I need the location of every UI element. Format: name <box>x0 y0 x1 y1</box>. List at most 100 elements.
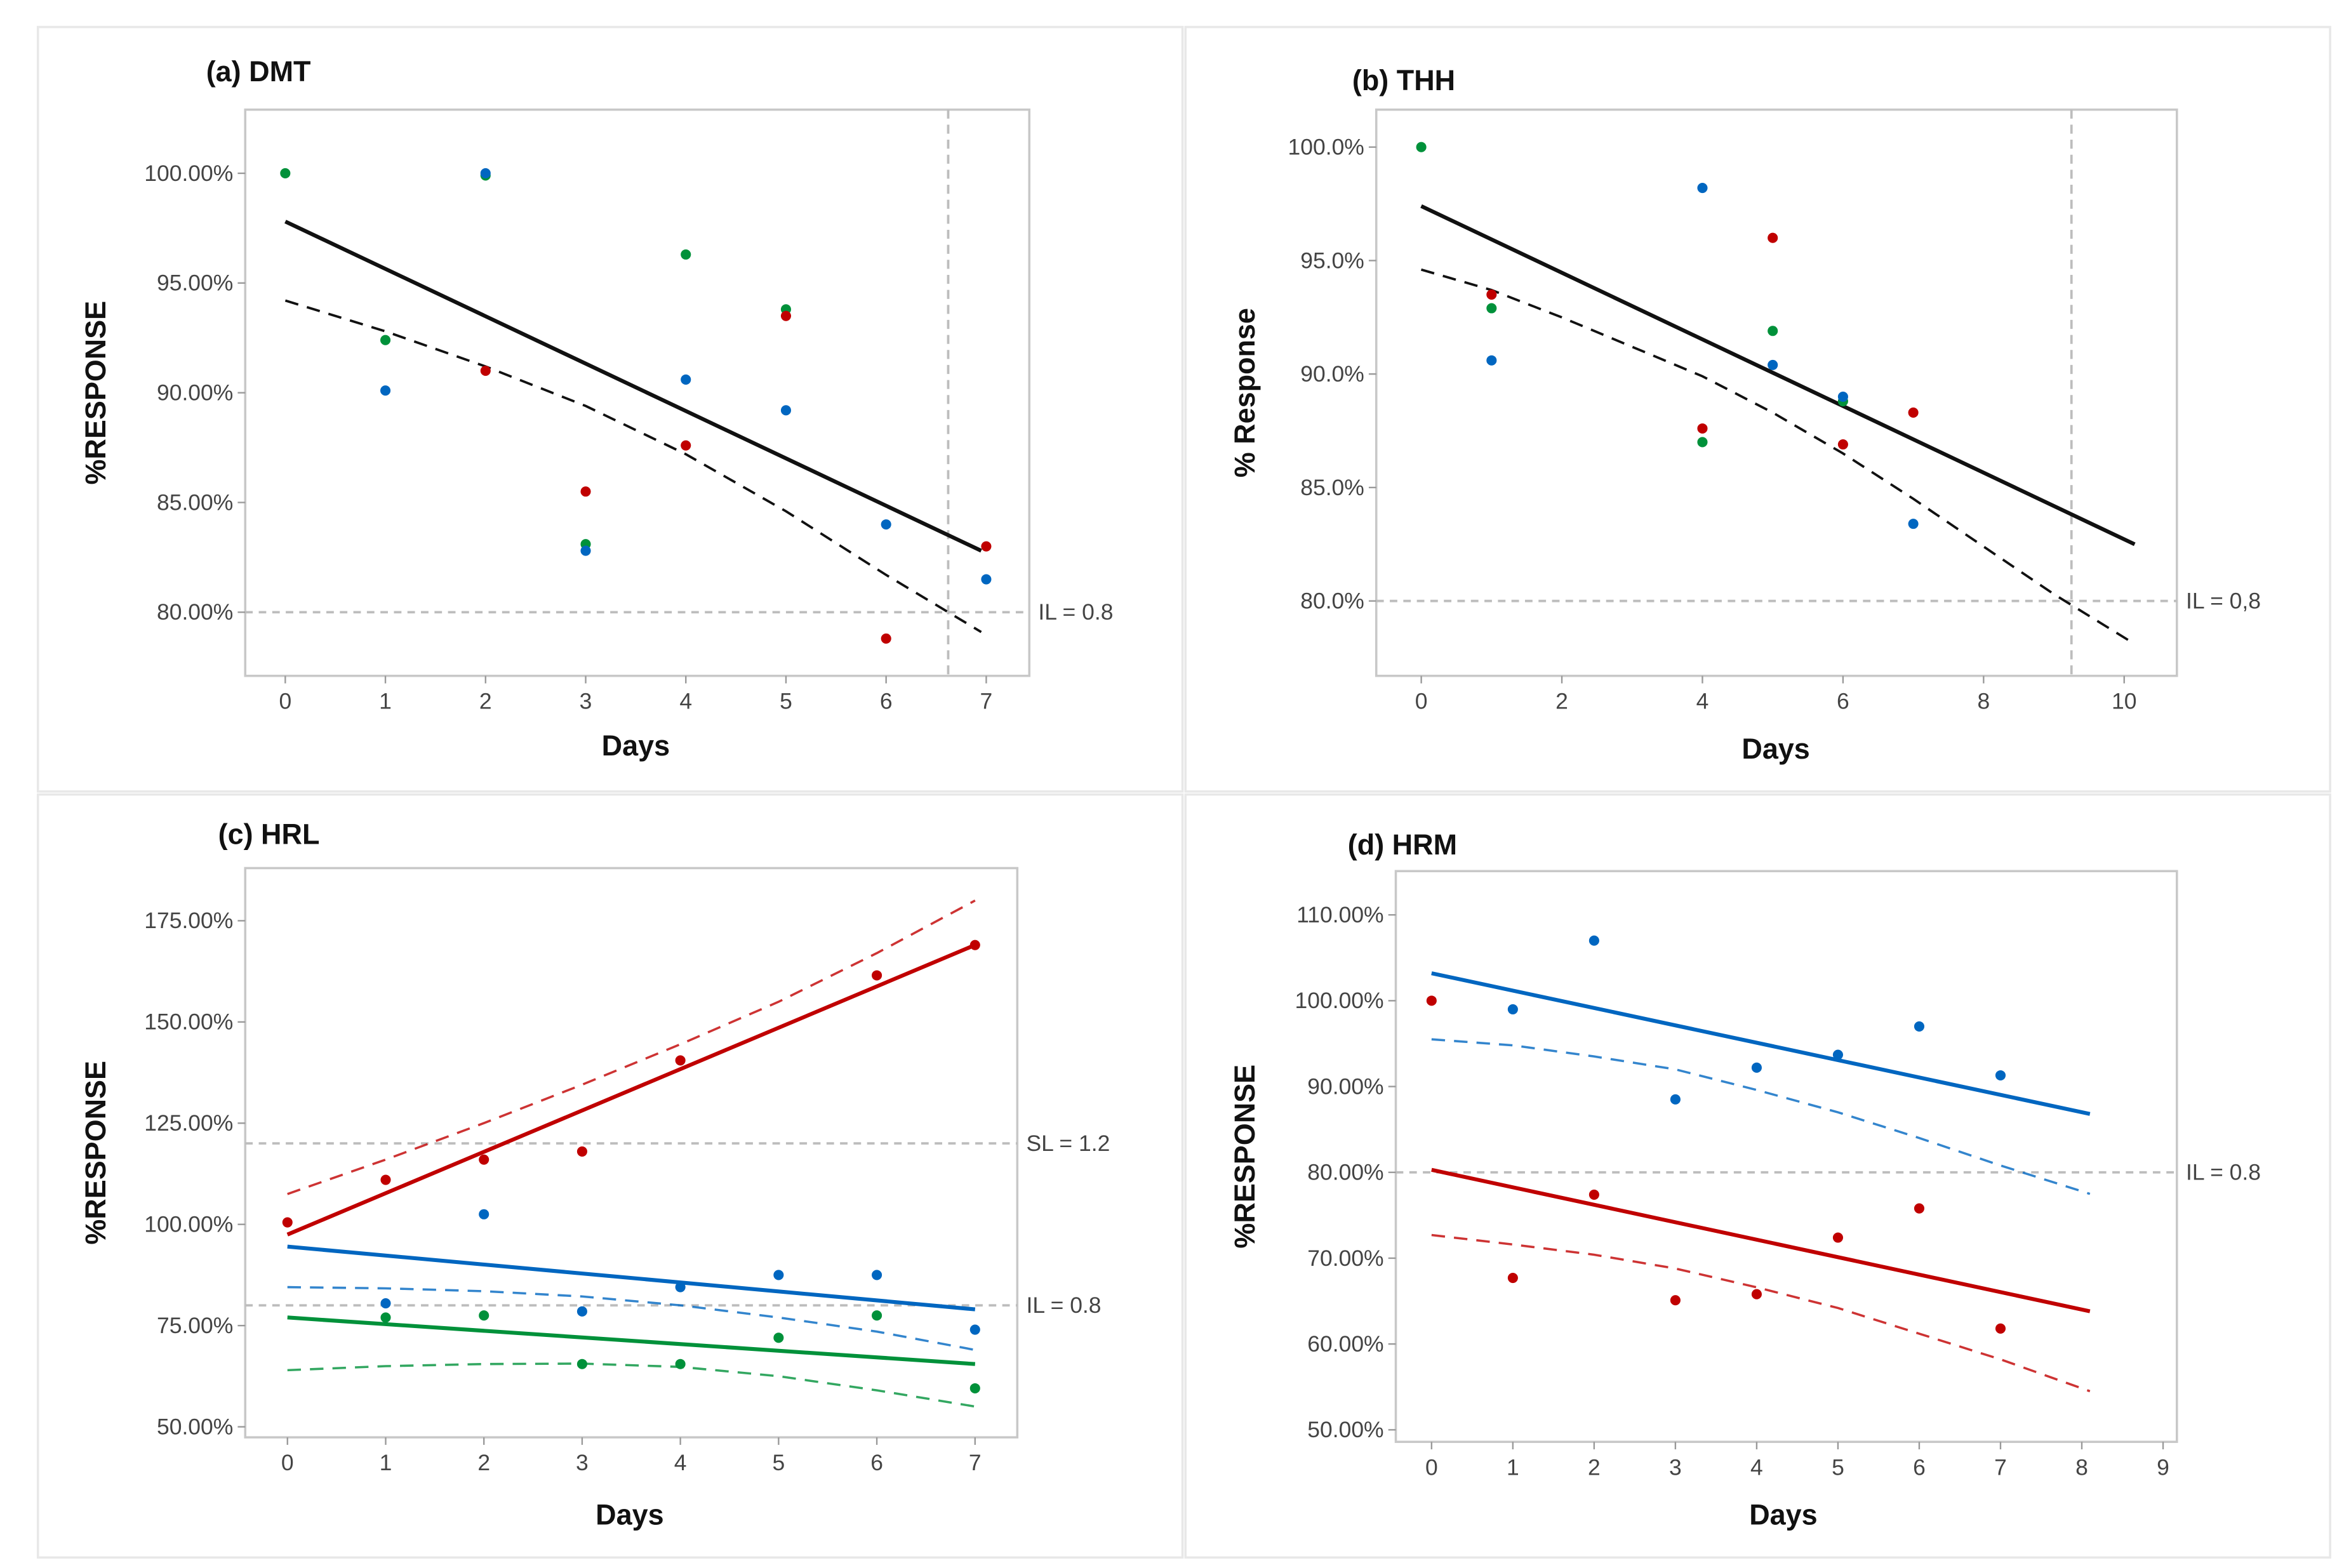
green-data-point <box>380 335 391 345</box>
blue-data-point <box>1768 359 1778 370</box>
green-data-point <box>1768 326 1778 336</box>
green-data-point <box>1416 142 1427 152</box>
green-data-point <box>479 1310 489 1321</box>
green-data-point <box>675 1359 686 1369</box>
red-data-point <box>1837 439 1848 450</box>
blue-data-point <box>1832 1049 1843 1060</box>
red-data-point <box>1507 1272 1518 1284</box>
blue-data-point <box>881 519 891 530</box>
red-data-point <box>480 366 491 376</box>
red-data-point <box>1670 1295 1681 1306</box>
red-data-point <box>380 1174 391 1185</box>
blue-data-point <box>576 1306 587 1317</box>
x-tick-label: 7 <box>1994 1454 2007 1480</box>
x-tick-label: 5 <box>1832 1454 1844 1480</box>
red-data-point <box>681 440 691 451</box>
blue-data-point <box>479 1209 489 1219</box>
y-axis-label: % Response <box>1229 308 1261 477</box>
y-tick-label: 80.00% <box>157 599 233 625</box>
green-data-point <box>280 168 291 179</box>
x-tick-label: 8 <box>1977 689 1990 714</box>
blue-regression-line <box>287 1244 976 1312</box>
y-tick-label: 60.00% <box>1307 1331 1383 1357</box>
plot-area <box>244 108 1031 677</box>
y-tick-label: 150.00% <box>144 1009 233 1035</box>
chart-panel-2: (c) HRL 50.00% 75.00% 100.00% 125.00% 150.00%… <box>36 793 1184 1559</box>
x-tick-label: 10 <box>2112 689 2136 714</box>
limit-label: IL = 0,8 <box>2186 588 2261 614</box>
blue-data-point <box>1837 391 1848 402</box>
green-confidence-bound-line <box>287 1362 976 1408</box>
chart-title: (c) HRL <box>218 818 320 851</box>
y-tick-label: 100.00% <box>144 1212 233 1237</box>
blue-data-point <box>1670 1094 1681 1105</box>
limit-label: IL = 0.8 <box>1038 599 1113 625</box>
blue-confidence-bound-line <box>287 1286 976 1352</box>
red-data-point <box>479 1154 489 1165</box>
x-tick-label: 2 <box>1555 689 1568 714</box>
y-tick-label: 100.0% <box>1288 135 1364 160</box>
blue-data-point <box>780 405 792 416</box>
blue-data-point <box>773 1270 784 1280</box>
x-tick-label: 7 <box>969 1450 982 1475</box>
x-tick-label: 2 <box>477 1450 490 1475</box>
red-data-point <box>981 541 992 552</box>
x-axis-label: Days <box>1749 1498 1817 1531</box>
x-tick-label: 4 <box>679 689 692 714</box>
y-tick-label: 80.00% <box>1307 1160 1383 1185</box>
x-tick-label: 9 <box>2157 1454 2169 1480</box>
x-tick-label: 4 <box>674 1450 687 1475</box>
red-regression-line <box>286 943 976 1237</box>
red-confidence-bound-line <box>287 900 976 1195</box>
black-regression-line <box>1420 204 2136 547</box>
blue-data-point <box>1486 355 1497 366</box>
blue-data-point <box>1507 1004 1518 1014</box>
x-tick-label: 3 <box>580 689 592 714</box>
y-tick-label: 125.00% <box>144 1110 233 1136</box>
x-tick-label: 6 <box>870 1450 883 1475</box>
y-tick-label: 175.00% <box>144 908 233 933</box>
blue-data-point <box>1751 1062 1762 1073</box>
x-tick-label: 1 <box>380 1450 392 1475</box>
red-data-point <box>881 633 891 644</box>
y-tick-label: 100.00% <box>1295 988 1384 1013</box>
y-axis-label: %RESPONSE <box>1229 1065 1261 1249</box>
x-tick-label: 5 <box>772 1450 785 1475</box>
x-tick-label: 0 <box>279 689 291 714</box>
blue-regression-line <box>1431 971 2091 1116</box>
y-tick-label: 50.00% <box>157 1414 233 1439</box>
green-data-point <box>1697 437 1708 448</box>
red-data-point <box>1486 289 1497 300</box>
green-data-point <box>576 1359 587 1369</box>
y-tick-label: 90.00% <box>1307 1073 1383 1099</box>
red-data-point <box>1426 995 1437 1006</box>
x-tick-label: 4 <box>1750 1454 1763 1480</box>
x-tick-label: 7 <box>980 689 993 714</box>
y-tick-label: 90.00% <box>157 380 233 406</box>
red-data-point <box>282 1217 293 1228</box>
y-tick-label: 85.0% <box>1300 475 1364 500</box>
y-axis-label: %RESPONSE <box>79 1061 112 1245</box>
x-axis-label: Days <box>602 729 670 762</box>
x-tick-label: 2 <box>1588 1454 1601 1480</box>
green-data-point <box>380 1312 391 1323</box>
blue-data-point <box>380 1298 391 1309</box>
chart-panel-3: (d) HRM 50.00% 60.00% 70.00% 80.00% 90.00% 100… <box>1184 793 2331 1559</box>
black-regression-line <box>284 220 982 553</box>
blue-data-point <box>981 574 992 585</box>
chart-title: (b) THH <box>1352 64 1455 96</box>
green-regression-line <box>287 1315 976 1366</box>
y-tick-label: 85.00% <box>157 489 233 515</box>
blue-data-point <box>1697 183 1708 194</box>
red-data-point <box>1751 1289 1762 1299</box>
x-tick-label: 6 <box>1837 689 1849 714</box>
y-tick-label: 70.00% <box>1307 1246 1383 1271</box>
x-tick-label: 0 <box>1425 1454 1438 1480</box>
green-data-point <box>1486 303 1497 314</box>
limit-label: IL = 0.8 <box>1027 1292 1102 1318</box>
y-axis-label: %RESPONSE <box>79 301 112 485</box>
x-axis-label: Days <box>1741 733 1809 765</box>
y-tick-label: 80.0% <box>1300 588 1364 614</box>
x-tick-label: 3 <box>576 1450 589 1475</box>
blue-data-point <box>480 168 491 179</box>
